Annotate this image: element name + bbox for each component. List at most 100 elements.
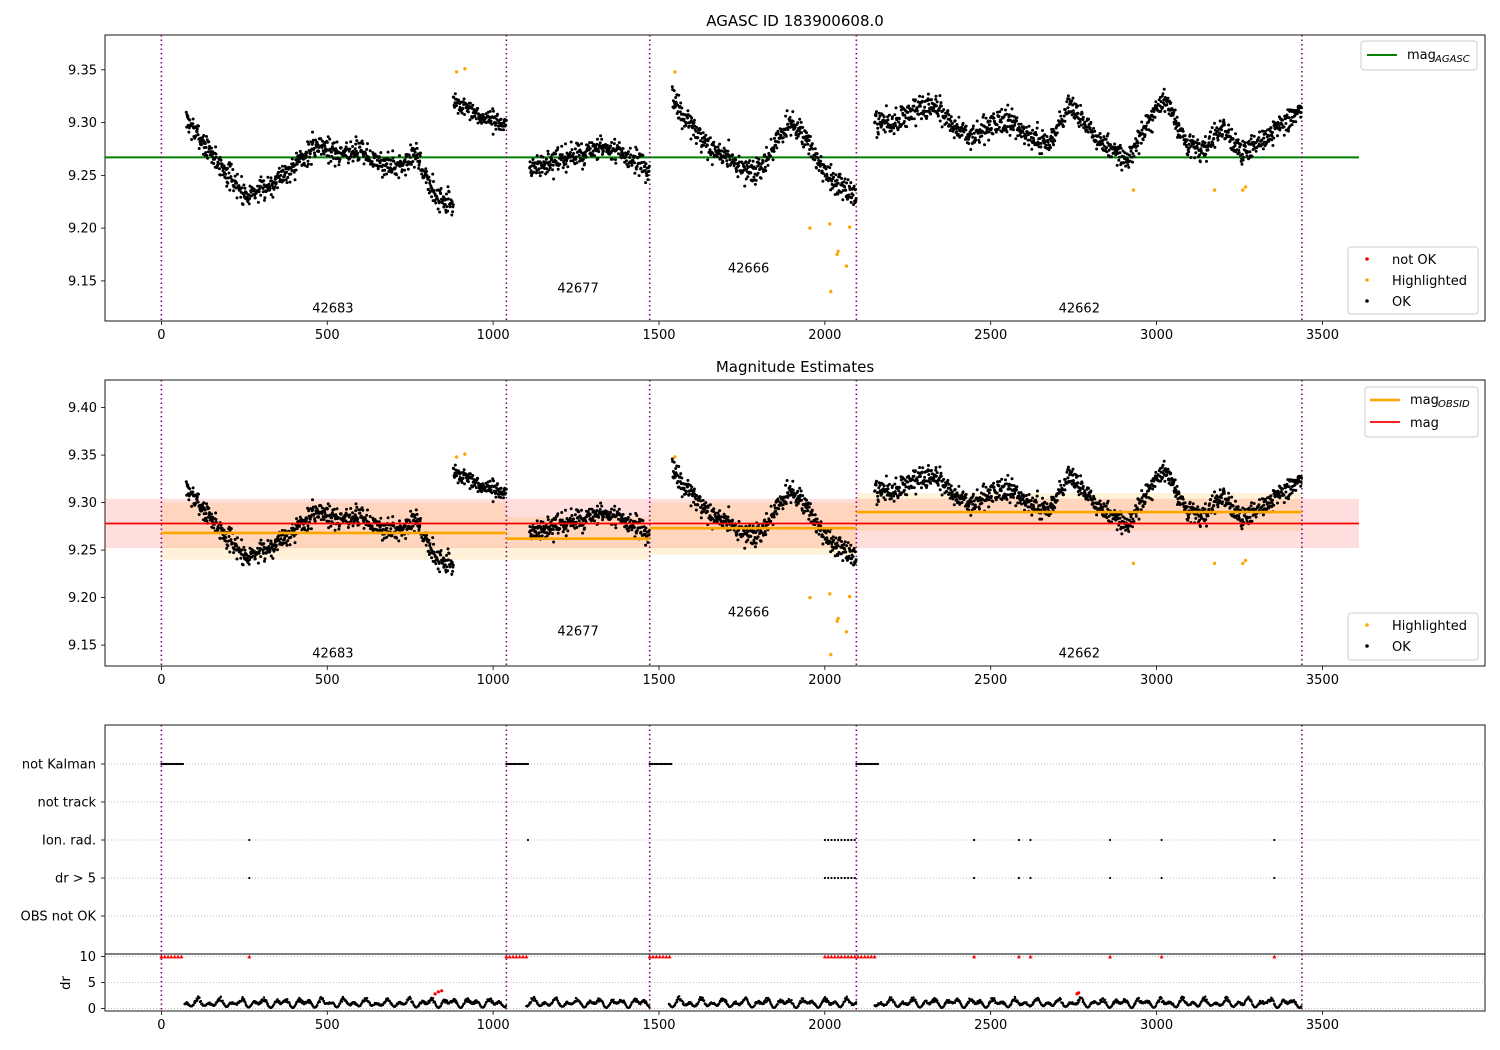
ok-point <box>417 166 421 170</box>
ok-point <box>1113 142 1117 146</box>
ok-point <box>1118 143 1122 147</box>
ok-point <box>836 192 840 196</box>
ok-point <box>950 122 954 125</box>
ok-point <box>492 479 495 483</box>
ok-point <box>432 189 436 192</box>
ok-point <box>499 128 503 132</box>
ok-point <box>462 468 466 472</box>
ok-point <box>877 117 881 121</box>
ok-point <box>806 509 810 513</box>
ok-point <box>1231 137 1235 141</box>
ok-point <box>1188 133 1192 137</box>
ok-point <box>220 162 224 166</box>
ok-point <box>600 137 604 141</box>
ok-point <box>891 115 894 119</box>
ok-point <box>916 100 920 104</box>
agasc-obsid-label: 42683 <box>312 302 353 317</box>
ok-point <box>537 167 541 171</box>
ok-point <box>191 122 195 126</box>
ok-point <box>225 546 229 550</box>
agasc-ytick-label: 9.30 <box>68 116 97 131</box>
ok-point <box>736 538 740 542</box>
ok-point <box>356 151 360 155</box>
ok-point <box>1066 476 1070 480</box>
ok-point <box>1197 142 1201 145</box>
ok-point <box>575 525 579 529</box>
ok-point <box>271 195 275 199</box>
ok-point <box>1243 141 1247 145</box>
ok-point <box>424 543 428 547</box>
ok-point <box>540 534 544 538</box>
ok-point <box>241 203 245 206</box>
ok-point <box>1254 149 1258 153</box>
ok-point <box>428 179 432 183</box>
ok-point <box>992 112 996 116</box>
ok-point <box>1236 138 1240 142</box>
ok-point <box>704 501 708 505</box>
ok-point <box>285 181 289 185</box>
ok-point <box>190 504 194 508</box>
ok-point <box>617 507 621 511</box>
ok-point <box>610 157 614 161</box>
ok-point <box>731 518 734 522</box>
ok-point <box>798 117 802 121</box>
ok-point <box>1233 144 1237 147</box>
ok-point <box>502 128 505 132</box>
ok-point <box>298 149 302 153</box>
ok-point <box>581 157 585 161</box>
ok-point <box>1222 123 1226 127</box>
ok-point <box>1258 130 1261 134</box>
ok-point <box>1063 477 1067 481</box>
ok-point <box>1204 152 1208 156</box>
ok-point <box>934 97 938 101</box>
ok-point <box>261 187 265 190</box>
ok-point <box>844 188 848 192</box>
ok-point <box>476 121 480 125</box>
ok-point <box>612 142 616 146</box>
ok-point <box>418 524 422 528</box>
ok-point <box>1227 123 1231 127</box>
ok-point <box>273 547 277 551</box>
ok-point <box>735 532 739 536</box>
ok-point <box>203 142 207 145</box>
ok-point <box>1300 106 1303 110</box>
ok-point <box>809 155 813 159</box>
ok-point <box>883 130 887 134</box>
ok-point <box>436 207 440 211</box>
ok-point <box>1212 137 1216 140</box>
ok-point <box>546 149 550 153</box>
ok-point <box>474 486 478 490</box>
ok-point <box>991 499 995 503</box>
ok-point <box>736 175 740 179</box>
agasc-xtick-label: 3000 <box>1140 328 1173 343</box>
ok-point <box>219 173 223 177</box>
ok-point <box>817 169 821 172</box>
ok-point <box>942 477 946 481</box>
ok-point <box>427 175 431 179</box>
ok-point <box>633 525 636 529</box>
ok-point <box>888 113 891 117</box>
ok-point <box>684 123 688 127</box>
ok-point <box>838 536 842 540</box>
ok-point <box>791 488 795 492</box>
ok-point <box>1034 500 1038 504</box>
ok-point <box>390 170 394 174</box>
ok-point <box>368 149 372 153</box>
ok-point <box>689 504 693 508</box>
ok-point <box>967 142 971 145</box>
ok-point <box>1015 116 1019 120</box>
ok-point <box>504 487 508 491</box>
ok-point <box>893 482 897 486</box>
ok-point <box>1261 147 1265 151</box>
ok-point <box>998 110 1002 114</box>
ok-point <box>989 494 993 498</box>
ok-point <box>796 121 800 125</box>
ok-point <box>644 543 648 547</box>
ok-point <box>828 530 832 534</box>
ok-point <box>772 147 776 151</box>
ok-point <box>432 542 435 546</box>
ok-point <box>337 163 341 167</box>
ok-point <box>1153 115 1157 119</box>
ok-point <box>474 111 478 115</box>
ok-point <box>227 171 231 175</box>
